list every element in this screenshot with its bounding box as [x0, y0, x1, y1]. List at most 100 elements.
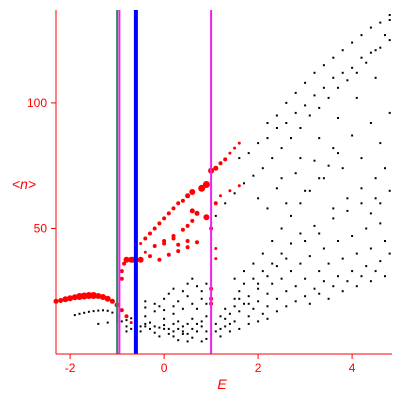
data-point: [247, 152, 250, 155]
data-point: [190, 218, 195, 223]
data-point: [205, 302, 208, 305]
x-tick-label: 0: [161, 361, 168, 375]
data-point: [384, 167, 386, 170]
data-point: [355, 252, 358, 255]
data-point: [360, 157, 363, 160]
data-point: [252, 277, 255, 280]
data-point: [266, 275, 269, 278]
data-point: [167, 332, 170, 335]
data-point: [327, 164, 330, 167]
data-point: [252, 262, 255, 265]
data-point: [271, 157, 274, 160]
data-point: [102, 309, 104, 312]
data-point: [172, 312, 175, 315]
data-point: [181, 307, 184, 310]
data-point: [290, 270, 292, 273]
data-point: [158, 305, 161, 308]
data-point: [172, 305, 175, 308]
data-point: [285, 122, 288, 124]
data-point: [332, 56, 335, 59]
data-point: [327, 297, 330, 300]
data-point: [157, 257, 162, 262]
data-point: [172, 287, 175, 290]
data-point: [257, 142, 260, 145]
data-point: [171, 206, 176, 211]
data-point: [308, 302, 311, 305]
data-point: [285, 257, 288, 260]
data-point: [275, 265, 278, 268]
data-point: [337, 86, 339, 89]
data-point: [275, 127, 278, 129]
x-axis-title: E: [217, 376, 227, 392]
data-point: [360, 56, 363, 59]
data-point: [341, 167, 344, 170]
data-point: [109, 298, 115, 304]
data-point: [261, 252, 264, 255]
data-point: [224, 317, 227, 320]
data-point: [120, 320, 123, 323]
data-point: [189, 208, 195, 214]
data-point: [360, 187, 363, 190]
data-point: [237, 184, 241, 188]
data-point: [125, 319, 128, 322]
data-point: [180, 198, 185, 203]
data-point: [130, 317, 133, 320]
data-point: [299, 202, 302, 205]
data-point: [172, 322, 175, 325]
data-point: [257, 320, 260, 323]
data-point: [191, 327, 194, 330]
data-point: [111, 311, 114, 314]
y-tick-label: 50: [34, 222, 48, 236]
data-point: [369, 51, 372, 54]
data-point: [186, 332, 189, 335]
data-point: [78, 312, 81, 315]
data-point: [171, 236, 176, 241]
data-point: [177, 327, 180, 330]
data-point: [205, 282, 208, 285]
data-point: [247, 322, 250, 325]
data-point: [152, 226, 157, 231]
data-point: [167, 327, 170, 330]
data-point: [304, 81, 307, 84]
data-point: [318, 177, 321, 180]
data-point: [285, 290, 288, 293]
data-point: [360, 275, 363, 278]
data-point: [186, 282, 189, 285]
data-point: [214, 214, 217, 217]
data-point: [322, 64, 325, 67]
data-point: [243, 302, 245, 305]
data-point: [360, 34, 363, 37]
data-point: [205, 330, 208, 333]
data-point: [341, 49, 344, 52]
data-point: [351, 134, 354, 137]
data-point: [266, 317, 269, 320]
data-point: [129, 321, 133, 325]
data-point: [185, 223, 190, 228]
data-point: [294, 172, 297, 175]
x-tick-label: 4: [349, 361, 356, 375]
data-point: [341, 71, 344, 74]
data-point: [384, 34, 386, 37]
data-point: [252, 307, 255, 310]
data-point: [379, 46, 382, 49]
data-point: [177, 300, 180, 303]
data-point: [388, 252, 391, 255]
data-point: [233, 305, 236, 308]
data-point: [198, 184, 206, 192]
data-point: [261, 312, 264, 315]
data-point: [379, 21, 382, 24]
data-point: [180, 227, 185, 232]
data-point: [167, 292, 170, 295]
data-point: [233, 192, 236, 195]
data-point: [238, 290, 241, 293]
data-point: [203, 214, 210, 221]
data-point: [139, 325, 142, 328]
data-point: [318, 106, 321, 109]
data-point: [313, 94, 316, 97]
data-point: [266, 207, 269, 210]
data-point: [299, 157, 302, 160]
data-point: [139, 242, 143, 245]
data-point: [176, 242, 181, 247]
data-point: [219, 327, 222, 330]
